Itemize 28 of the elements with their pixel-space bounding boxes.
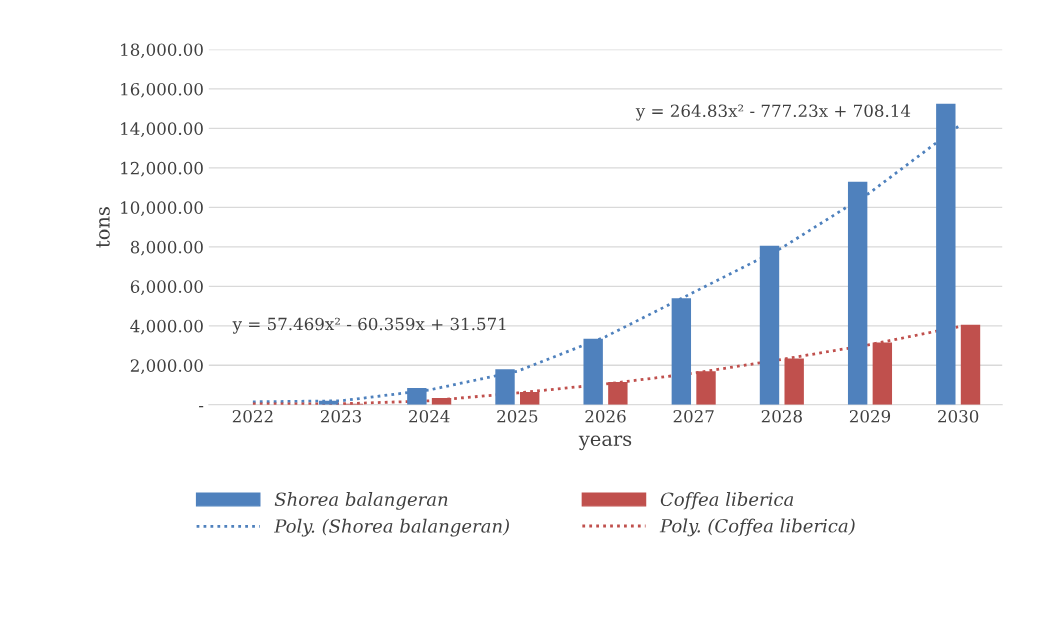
legend-label: Poly. (Shorea balangeran): [273, 518, 509, 537]
y-tick-label: 14,000.00: [121, 122, 203, 138]
legend-label: Shorea balangeran: [274, 492, 448, 510]
x-tick-label: 2024: [409, 409, 450, 423]
x-tick-label: 2030: [938, 409, 979, 423]
x-tick-label: 2022: [232, 409, 273, 423]
y-tick-label: 2,000.00: [130, 359, 203, 374]
x-tick-label: 2029: [849, 409, 891, 423]
y-tick-label: 16,000.00: [121, 82, 203, 98]
y-tick-label: 12,000.00: [121, 161, 203, 177]
y-tick-label: 18,000.00: [121, 43, 203, 59]
x-tick-label: 2023: [320, 409, 362, 423]
x-tick-label: 2028: [761, 409, 802, 423]
y-tick-label: -: [199, 406, 204, 408]
annotation: y = 264.83x² - 777.23x + 708.14: [635, 104, 911, 121]
annotation: y = 57.469x² - 60.359x + 31.571: [232, 317, 506, 334]
x-tick-label: 2026: [585, 409, 626, 423]
y-axis-title: tons: [96, 207, 110, 248]
y-tick-label: 6,000.00: [130, 280, 203, 295]
x-tick-label: 2025: [497, 409, 538, 423]
x-tick-label: 2027: [673, 409, 714, 423]
legend-label: Coffea liberica: [660, 492, 794, 510]
y-tick-label: 10,000.00: [121, 201, 203, 216]
y-tick-label: 8,000.00: [130, 240, 203, 256]
legend-label: Poly. (Coffea liberica): [659, 518, 855, 537]
x-axis-title: years: [578, 435, 632, 451]
bar: [960, 324, 981, 405]
y-tick-label: 4,000.00: [130, 319, 203, 335]
